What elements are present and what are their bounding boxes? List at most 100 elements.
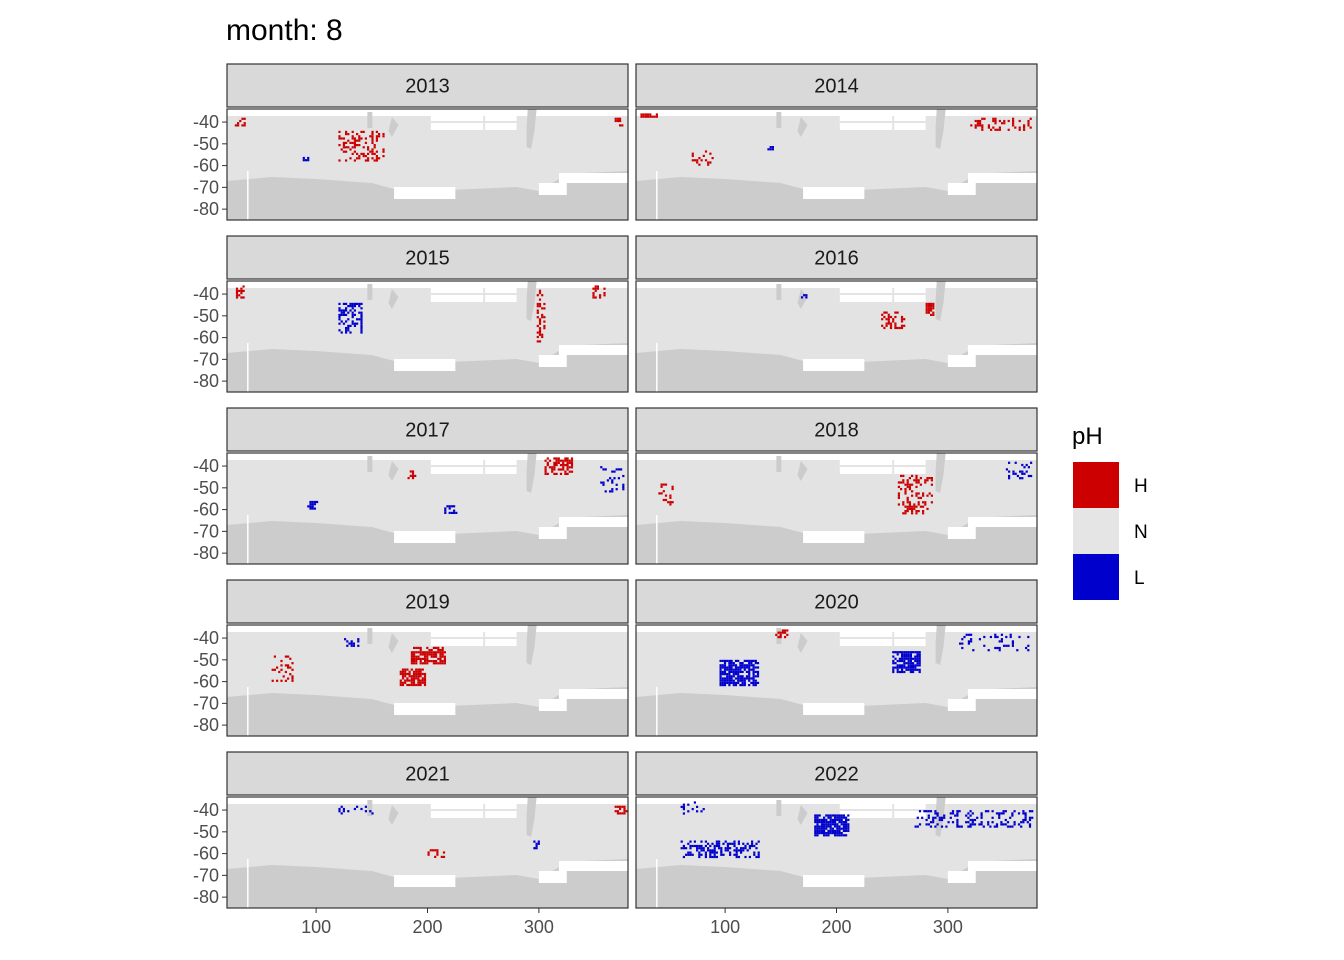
ph-cell-H — [932, 311, 935, 314]
ph-cell-L — [905, 668, 908, 671]
ph-cell-H — [536, 335, 539, 339]
ph-cell-L — [691, 853, 694, 856]
ph-cell-L — [723, 666, 727, 669]
ph-cell-H — [406, 679, 409, 682]
ph-cell-L — [1016, 649, 1019, 652]
ph-cell-H — [555, 464, 558, 467]
ph-cell-H — [439, 662, 442, 665]
ph-cell-L — [932, 818, 935, 822]
ph-cell-L — [840, 818, 843, 821]
ph-cell-H — [887, 320, 890, 323]
ph-cell-L — [818, 832, 821, 835]
ph-cell-H — [925, 309, 928, 312]
ph-cell-H — [417, 651, 420, 654]
ph-cell-H — [696, 159, 699, 162]
ph-cell-H — [378, 135, 381, 138]
ph-cell-L — [898, 657, 901, 660]
ice-shelf — [558, 861, 628, 871]
ph-cell-L — [615, 488, 618, 491]
ph-cell-H — [711, 157, 714, 160]
ph-cell-H — [642, 113, 645, 116]
ph-cell-L — [338, 322, 341, 325]
ph-cell-L — [929, 810, 933, 813]
ph-cell-L — [742, 849, 745, 852]
ph-cell-L — [836, 814, 839, 817]
ice-shelf — [947, 699, 976, 711]
ph-cell-H — [434, 849, 437, 852]
ph-cell-H — [881, 324, 884, 327]
ph-cell-H — [621, 805, 624, 808]
ph-cell-L — [834, 818, 837, 821]
ph-cell-H — [424, 653, 427, 656]
ph-cell-L — [934, 825, 937, 828]
ph-cell-L — [730, 662, 733, 665]
ph-cell-H — [894, 324, 897, 327]
ph-cell-L — [732, 673, 735, 676]
no-data-band — [227, 109, 628, 116]
ph-cell-L — [831, 818, 834, 821]
ph-cell-H — [289, 666, 292, 669]
panel-border — [226, 624, 629, 737]
ph-cell-L — [903, 662, 906, 665]
ph-cell-L — [973, 823, 977, 826]
ph-cell-H — [406, 683, 409, 687]
ice-shelf — [803, 187, 865, 199]
ph-cell-L — [814, 814, 817, 817]
ph-cell-L — [696, 847, 699, 850]
ph-cell-L — [925, 818, 928, 822]
ph-cell-H — [649, 113, 652, 116]
ph-cell-H — [1027, 124, 1030, 127]
ph-cell-L — [836, 834, 839, 837]
ph-cell-H — [345, 130, 348, 133]
ph-cell-L — [896, 659, 899, 663]
ph-cell-L — [914, 659, 917, 663]
ph-cell-H — [700, 159, 703, 162]
ph-cell-H — [382, 135, 385, 138]
ph-cell-L — [829, 827, 832, 830]
ph-cell-L — [748, 684, 751, 687]
ph-cell-H — [906, 501, 909, 504]
ice-shelf — [967, 689, 1037, 699]
ph-cell-L — [912, 664, 915, 667]
ph-cell-L — [896, 651, 899, 654]
ph-cell-H — [616, 119, 619, 123]
ph-cell-L — [726, 847, 729, 850]
ph-cell-L — [1005, 468, 1008, 471]
ph-cell-L — [704, 853, 707, 856]
ph-cell-L — [728, 677, 731, 680]
south-america-land — [526, 109, 537, 149]
ph-cell-H — [443, 662, 446, 665]
ph-cell-L — [622, 483, 625, 486]
panel-body — [227, 625, 628, 736]
ph-cell-H — [662, 483, 665, 486]
ph-cell-H — [399, 672, 402, 676]
ph-cell-L — [903, 659, 906, 663]
ph-cell-L — [724, 849, 727, 852]
ph-cell-L — [1024, 816, 1027, 819]
ph-cell-H — [340, 148, 343, 151]
ph-cell-H — [399, 679, 402, 682]
ph-cell-H — [553, 468, 556, 471]
ph-cell-L — [535, 844, 538, 848]
ph-cell-L — [918, 664, 921, 667]
y-tick-label: -70 — [193, 177, 219, 197]
ph-cell-L — [735, 847, 738, 850]
ph-cell-L — [984, 810, 988, 813]
ph-cell-L — [914, 655, 917, 658]
ph-cell-H — [358, 144, 361, 147]
ph-cell-L — [723, 677, 727, 680]
ph-cell-L — [909, 657, 912, 660]
ph-cell-L — [978, 823, 981, 826]
ph-cell-H — [287, 677, 290, 680]
ph-cell-L — [820, 827, 823, 830]
ph-cell-H — [367, 152, 370, 155]
ph-cell-H — [709, 161, 712, 164]
ph-cell-L — [743, 677, 746, 680]
ph-cell-L — [1025, 470, 1028, 473]
ph-cell-L — [814, 821, 817, 824]
ph-cell-L — [923, 810, 926, 813]
ph-cell-L — [709, 844, 712, 848]
ph-cell-L — [718, 842, 721, 845]
ph-cell-L — [351, 307, 354, 310]
ph-cell-L — [753, 844, 756, 848]
